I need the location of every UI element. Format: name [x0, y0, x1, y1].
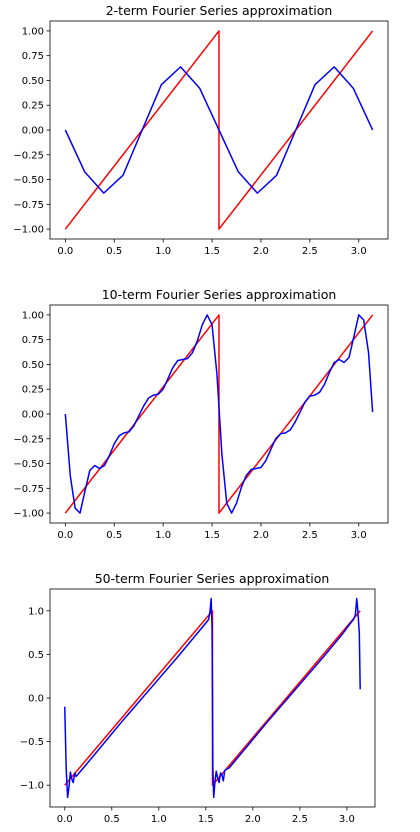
subplot-1: 2-term Fourier Series approximation 0.0 0…	[13, 3, 389, 257]
y-tick-label: −0.50	[13, 459, 44, 470]
y-tick-label: −0.75	[13, 200, 44, 211]
y-tick-label: 0.50	[22, 76, 44, 87]
y-tick-label: 1.0	[28, 606, 44, 617]
y-tick-label: −0.25	[13, 150, 44, 161]
y-tick-label: −1.0	[20, 781, 44, 792]
x-tick-label: 1.5	[204, 246, 220, 257]
subplot-2: 10-term Fourier Series approximation 0.0…	[13, 287, 389, 541]
chart-title-2: 10-term Fourier Series approximation	[102, 287, 337, 302]
x-tick-label: 2.0	[253, 530, 269, 541]
x-tick-label: 2.0	[245, 814, 261, 825]
y-tick-label: −0.75	[13, 484, 44, 495]
x-tick-label: 1.0	[155, 246, 171, 257]
x-tick-label: 1.0	[155, 530, 171, 541]
x-tick-label: 0.5	[106, 246, 122, 257]
fourier-line-2	[64, 314, 374, 514]
x-tick-label: 2.0	[253, 246, 269, 257]
x-tick-label: 2.5	[302, 530, 318, 541]
y-tick-label: 0.25	[22, 385, 44, 396]
chart-title-1: 2-term Fourier Series approximation	[106, 3, 333, 18]
y-tick-label: 0.75	[22, 335, 44, 346]
x-tick-label: 0.5	[106, 530, 122, 541]
y-tick-label: 0.5	[28, 650, 44, 661]
x-tick-label: 1.5	[198, 814, 214, 825]
x-tick-label: 0.5	[104, 814, 120, 825]
x-tick-label: 2.5	[302, 246, 318, 257]
y-tick-label: 0.0	[28, 694, 44, 705]
y-tick-label: 0.75	[22, 51, 44, 62]
y-tick-label: −0.25	[13, 434, 44, 445]
subplot-3: 50-term Fourier Series approximation 0.0…	[20, 571, 376, 825]
y-tick-label: −1.00	[13, 225, 44, 236]
y-tick-label: 0.00	[22, 410, 44, 421]
y-tick-label: 0.00	[22, 126, 44, 137]
y-tick-label: 0.25	[22, 101, 44, 112]
y-tick-label: −1.00	[13, 509, 44, 520]
y-tick-label: −0.50	[13, 175, 44, 186]
y-tick-label: 1.00	[22, 26, 44, 37]
fourier-line-3	[64, 597, 361, 799]
x-tick-label: 1.5	[204, 530, 220, 541]
x-tick-label: 0.0	[57, 246, 73, 257]
x-tick-label: 3.0	[351, 246, 367, 257]
x-tick-label: 3.0	[351, 530, 367, 541]
x-tick-label: 2.5	[292, 814, 308, 825]
y-tick-label: 0.50	[22, 360, 44, 371]
x-tick-label: 1.0	[151, 814, 167, 825]
y-tick-label: −0.5	[20, 737, 44, 748]
fourier-line-1	[64, 66, 374, 194]
x-tick-label: 0.0	[57, 530, 73, 541]
x-tick-label: 0.0	[57, 814, 73, 825]
x-tick-label: 3.0	[339, 814, 355, 825]
chart-title-3: 50-term Fourier Series approximation	[95, 571, 330, 586]
y-tick-label: 1.00	[22, 310, 44, 321]
